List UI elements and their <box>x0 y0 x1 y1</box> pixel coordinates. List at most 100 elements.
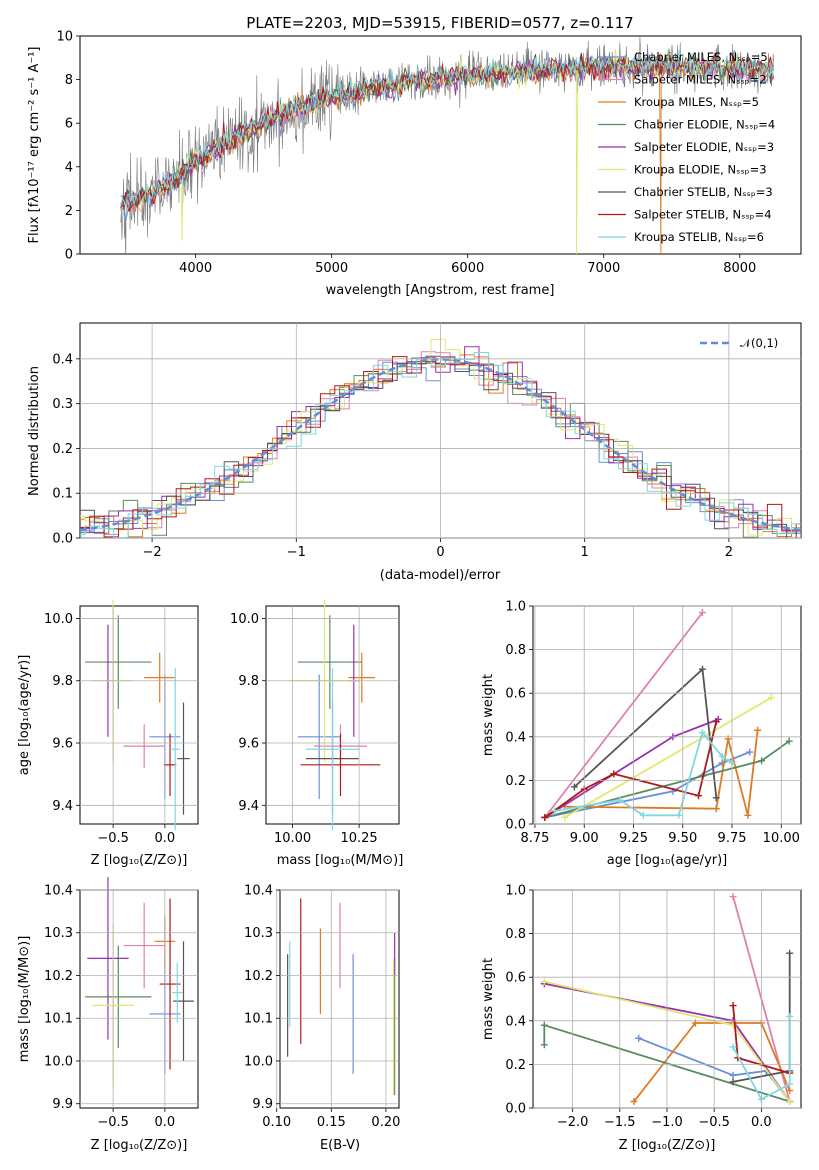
y-tick-label: 0.2 <box>505 774 526 789</box>
mass-vs-Z-ylabel: mass [log₁₀(M/M⊙)] <box>17 936 32 1063</box>
y-tick-label: 0.4 <box>505 730 526 745</box>
weight-series-line <box>732 1016 791 1101</box>
residuals-xlabel: (data-model)/error <box>380 568 501 583</box>
weight-marker <box>744 811 752 819</box>
weight-marker <box>610 770 618 778</box>
weight-marker <box>712 805 720 813</box>
weight-marker <box>767 694 775 702</box>
y-tick-label: 0.0 <box>505 818 526 833</box>
y-tick-label: 10.1 <box>244 1012 273 1027</box>
errorbar-point <box>348 652 376 703</box>
weight-marker <box>695 792 703 800</box>
y-tick-label: 10.2 <box>244 969 273 984</box>
x-tick-label: 9.75 <box>718 831 747 846</box>
errorbar-point <box>300 733 381 796</box>
y-tick-label: 9.6 <box>52 737 73 752</box>
weight-marker <box>698 665 706 673</box>
y-tick-label: 0.0 <box>505 1102 526 1117</box>
y-tick-label: 9.9 <box>252 1097 273 1112</box>
x-tick-label: 9.00 <box>570 831 599 846</box>
weight-series-line <box>544 611 704 819</box>
weight-marker <box>540 978 548 986</box>
y-tick-label: 10.3 <box>244 926 273 941</box>
y-tick-label: 10.0 <box>230 612 259 627</box>
y-tick-label: 8 <box>65 73 73 88</box>
weight-marker <box>785 737 793 745</box>
residual-histogram <box>80 356 801 538</box>
weight-vs-Z-ylabel: mass weight <box>481 958 496 1040</box>
x-tick-label: −2.0 <box>557 1115 589 1130</box>
errorbar-point <box>85 945 152 1049</box>
y-tick-label: 0.6 <box>505 971 526 986</box>
legend-label: Chabrier MILES, Nₛₛₚ=5 <box>634 50 768 64</box>
weight-marker <box>630 1097 638 1105</box>
weight-marker <box>561 813 569 821</box>
errorbar-point <box>85 615 152 709</box>
axes-frame-weight-vs-age <box>532 605 802 825</box>
weight-marker <box>758 757 766 765</box>
weight-marker <box>729 1002 737 1010</box>
x-tick-label: 0.20 <box>371 1115 400 1130</box>
weight-marker <box>786 1097 794 1105</box>
residual-histogram <box>80 355 801 538</box>
y-tick-label: 0.4 <box>505 1014 526 1029</box>
y-tick-label: 10.0 <box>44 1054 73 1069</box>
y-tick-label: 1.0 <box>505 884 526 899</box>
y-tick-label: 10.2 <box>44 969 73 984</box>
x-tick-label: 0.15 <box>317 1115 346 1130</box>
weight-marker <box>786 949 794 957</box>
weight-marker <box>754 726 762 734</box>
y-tick-label: 9.9 <box>52 1097 73 1112</box>
legend-label: Salpeter STELIB, Nₛₛₚ=4 <box>634 208 772 222</box>
weight-series-line <box>564 696 772 819</box>
weight-marker <box>540 1041 548 1049</box>
y-tick-label: 0.8 <box>505 927 526 942</box>
y-tick-label: 10 <box>56 30 73 45</box>
age-vs-Z-ylabel: age [log₁₀(age/yr)] <box>17 655 32 776</box>
legend-label: Chabrier ELODIE, Nₛₛₚ=4 <box>634 118 775 132</box>
errorbar-point <box>297 674 341 800</box>
x-tick-label: 0.0 <box>155 831 176 846</box>
panel-age-vs-mass: 10.00 10.25 9.4 9.6 9.8 10.0 mass [log₁₀(M/M⊙… <box>230 599 403 868</box>
weight-marker <box>712 718 720 726</box>
x-tick-label: 10.00 <box>274 831 311 846</box>
x-tick-label: 1 <box>581 545 589 560</box>
weight-marker <box>786 1080 794 1088</box>
weight-marker <box>729 1043 737 1051</box>
x-tick-label: 0 <box>436 545 444 560</box>
residuals-ticks: −2 −1 0 1 2 0.0 0.1 0.2 0.3 0.4 <box>52 323 801 560</box>
weight-vs-Z-xlabel: Z [log₁₀(Z/Z⊙)] <box>619 1138 716 1153</box>
panel-spectrum: 4000 5000 6000 7000 8000 0 2 4 6 8 10 PLATE=2203, … <box>27 14 802 298</box>
weight-marker <box>746 748 754 756</box>
x-tick-label: 7000 <box>587 261 620 276</box>
weight-vs-age-ylabel: mass weight <box>481 674 496 756</box>
panel-mass-vs-Z: −0.5 0.0 9.9 10.0 10.1 10.2 10.3 10.4 Z [log₁₀(… <box>17 877 199 1153</box>
errorbar-point <box>163 733 177 796</box>
weight-marker <box>786 1087 794 1095</box>
y-tick-label: 4 <box>65 160 73 175</box>
weight-marker <box>616 796 624 804</box>
weight-marker <box>551 807 559 815</box>
mass-vs-EBV-ticks: 0.10 0.15 0.20 9.9 10.0 10.1 10.2 10.3 10.4 <box>244 884 400 1131</box>
x-tick-label: 8.75 <box>520 831 549 846</box>
weight-marker <box>639 811 647 819</box>
y-tick-label: 0.4 <box>52 352 73 367</box>
weight-vs-age-ticks: 8.75 9.00 9.25 9.50 9.75 10.00 0.0 0.2 0.4 0.6 0.8… <box>505 600 801 846</box>
weight-marker <box>718 752 726 760</box>
spectrum-legend: Chabrier MILES, Nₛₛₚ=5 Salpeter MILES, Nₛ… <box>598 50 775 244</box>
x-tick-label: 10.00 <box>763 831 800 846</box>
x-tick-label: 6000 <box>451 261 484 276</box>
y-tick-label: 0 <box>65 248 73 263</box>
weight-marker <box>570 783 578 791</box>
x-tick-label: −0.5 <box>97 831 129 846</box>
errorbar-point <box>177 702 190 815</box>
age-vs-mass-ticks: 10.00 10.25 9.4 9.6 9.8 10.0 <box>230 606 399 846</box>
errorbar-point <box>173 941 194 1061</box>
weight-marker <box>729 1071 737 1079</box>
mass-vs-Z-xlabel: Z [log₁₀(Z/Z⊙)] <box>91 1138 188 1153</box>
y-tick-label: 9.4 <box>52 799 73 814</box>
y-tick-label: 9.4 <box>238 799 259 814</box>
x-tick-label: −2 <box>143 545 162 560</box>
residuals-legend: 𝒩(0,1) <box>700 336 778 350</box>
legend-label: Kroupa STELIB, Nₛₛₚ=6 <box>634 230 764 244</box>
